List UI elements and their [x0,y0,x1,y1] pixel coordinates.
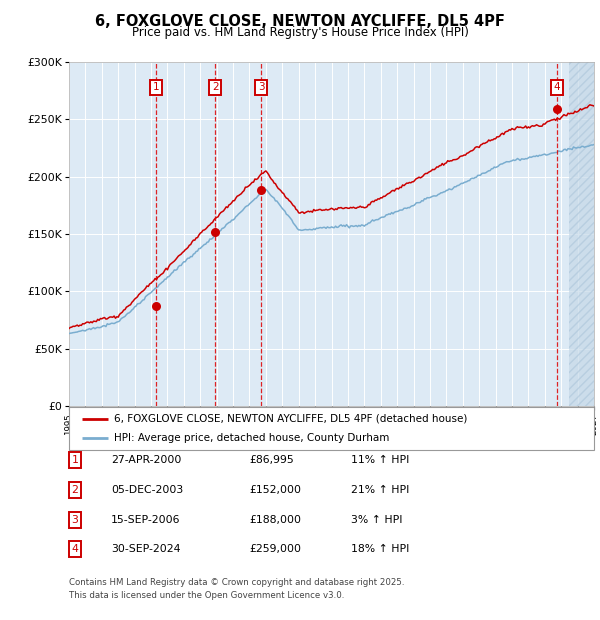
Text: 4: 4 [554,82,560,92]
Text: 1: 1 [153,82,160,92]
Text: 21% ↑ HPI: 21% ↑ HPI [351,485,409,495]
Text: £188,000: £188,000 [249,515,301,525]
Text: 18% ↑ HPI: 18% ↑ HPI [351,544,409,554]
Text: This data is licensed under the Open Government Licence v3.0.: This data is licensed under the Open Gov… [69,591,344,600]
Text: 11% ↑ HPI: 11% ↑ HPI [351,455,409,465]
Text: Price paid vs. HM Land Registry's House Price Index (HPI): Price paid vs. HM Land Registry's House … [131,26,469,39]
Bar [569,62,594,406]
Text: 3% ↑ HPI: 3% ↑ HPI [351,515,403,525]
Text: 3: 3 [71,515,79,525]
Text: 15-SEP-2006: 15-SEP-2006 [111,515,181,525]
Text: 27-APR-2000: 27-APR-2000 [111,455,181,465]
Text: £259,000: £259,000 [249,544,301,554]
Text: 05-DEC-2003: 05-DEC-2003 [111,485,183,495]
Text: 6, FOXGLOVE CLOSE, NEWTON AYCLIFFE, DL5 4PF (detached house): 6, FOXGLOVE CLOSE, NEWTON AYCLIFFE, DL5 … [113,414,467,423]
Text: 30-SEP-2024: 30-SEP-2024 [111,544,181,554]
Text: £86,995: £86,995 [249,455,294,465]
Text: HPI: Average price, detached house, County Durham: HPI: Average price, detached house, Coun… [113,433,389,443]
Text: £152,000: £152,000 [249,485,301,495]
Text: 2: 2 [71,485,79,495]
Text: 1: 1 [71,455,79,465]
Text: 4: 4 [71,544,79,554]
Text: 2: 2 [212,82,218,92]
Text: Contains HM Land Registry data © Crown copyright and database right 2025.: Contains HM Land Registry data © Crown c… [69,577,404,587]
Text: 6, FOXGLOVE CLOSE, NEWTON AYCLIFFE, DL5 4PF: 6, FOXGLOVE CLOSE, NEWTON AYCLIFFE, DL5 … [95,14,505,29]
Text: 3: 3 [258,82,265,92]
